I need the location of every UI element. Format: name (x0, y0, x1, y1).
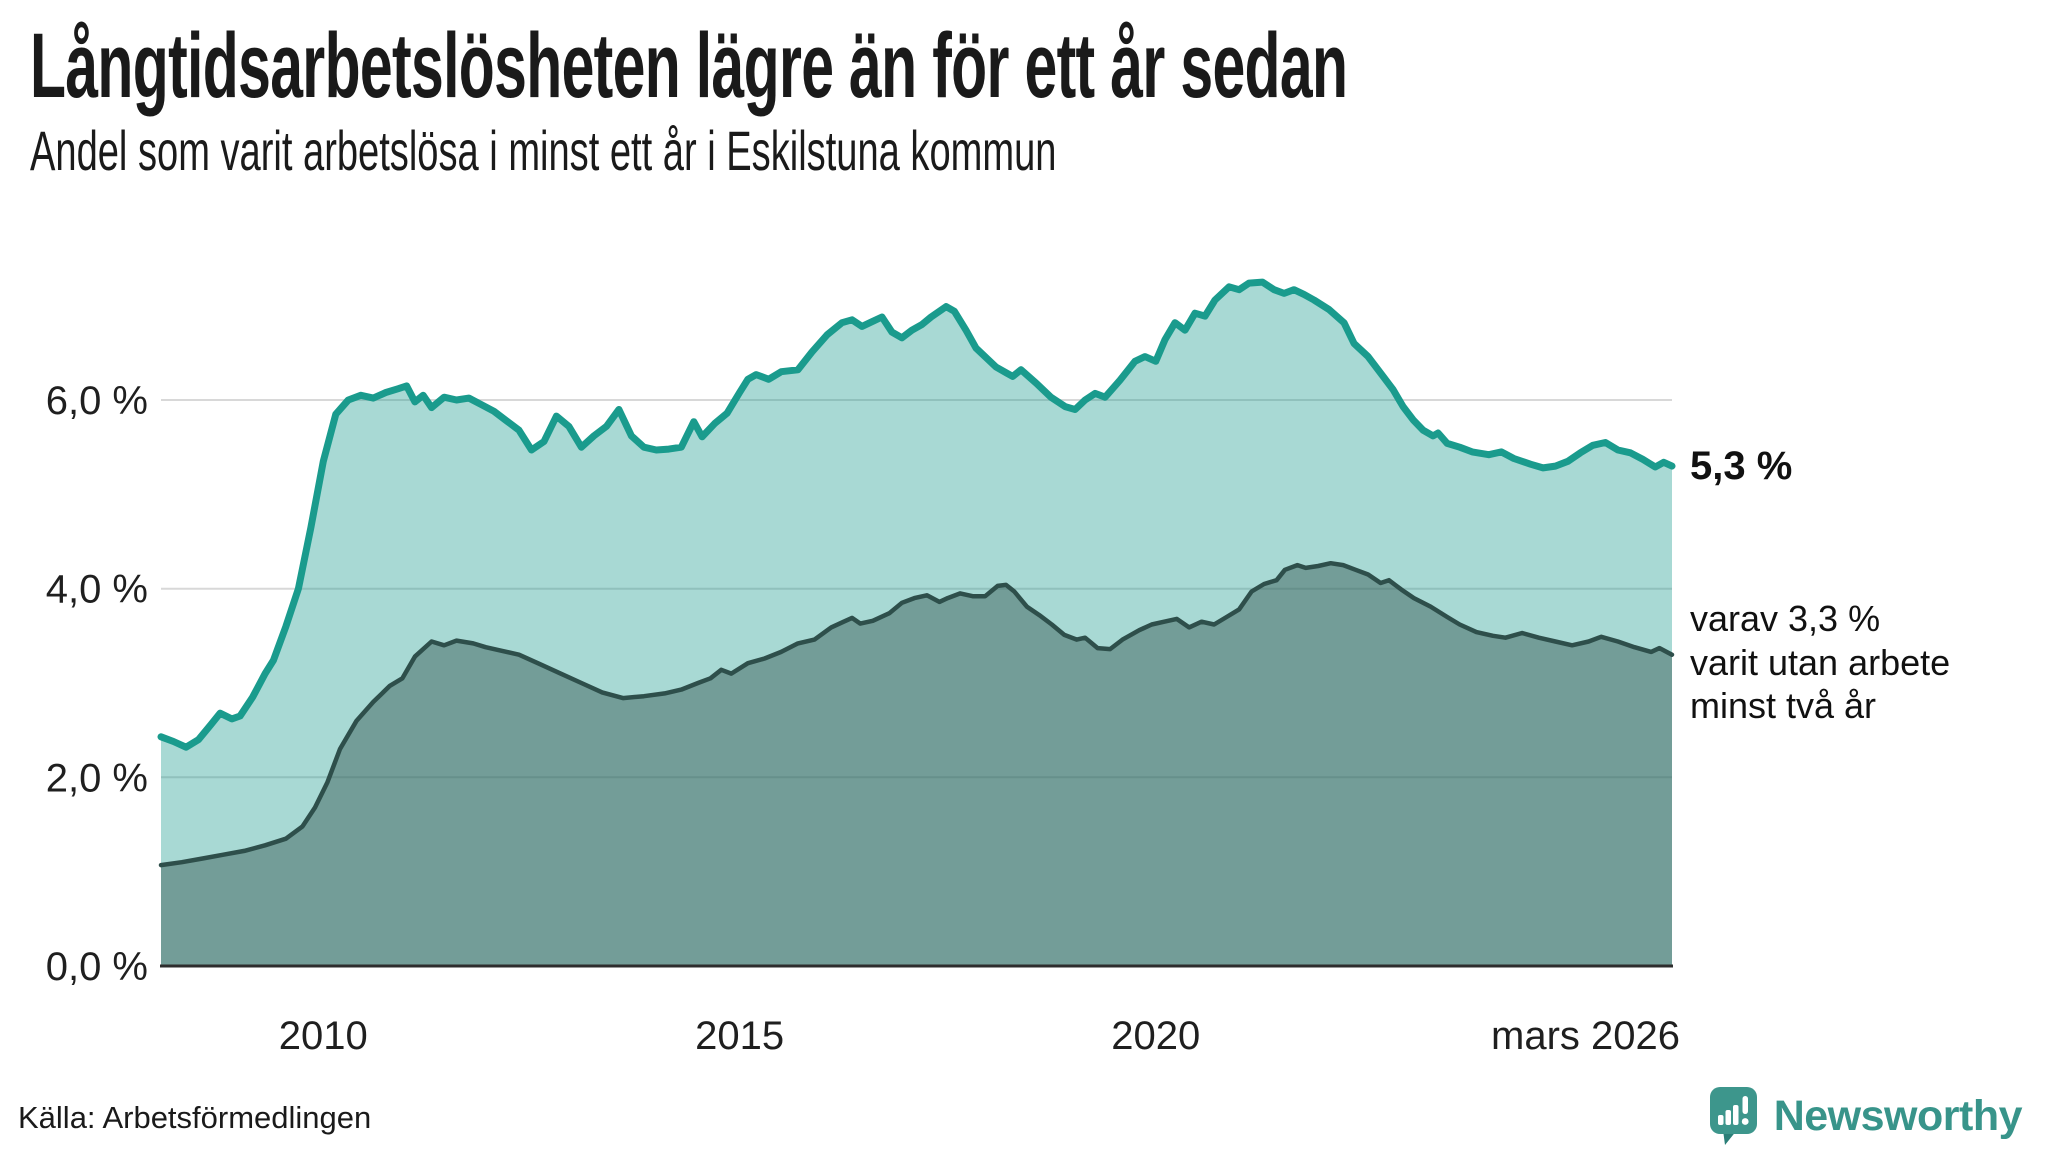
y-axis-label: 2,0 % (46, 756, 148, 800)
area-fill-unemployed-1yr (161, 282, 1672, 967)
x-axis-label: 2010 (279, 1014, 368, 1058)
newsworthy-chart-bubble-icon (1709, 1087, 1757, 1145)
end-value-label: 5,3 % (1690, 444, 1793, 488)
x-axis-label: 2020 (1111, 1014, 1200, 1058)
newsworthy-wordmark: Newsworthy (1773, 1091, 2023, 1140)
page-subtitle: Andel som varit arbetslösa i minst ett å… (30, 119, 1057, 182)
end-note-line-2: varit utan arbete (1690, 641, 1951, 683)
end-note-label: varav 3,3 % varit utan arbete minst två … (1690, 597, 1950, 728)
y-axis-label: 6,0 % (46, 379, 148, 423)
end-note-line-1: varav 3,3 % (1690, 598, 1881, 639)
y-axis-label: 0,0 % (46, 945, 148, 989)
x-axis-label: mars 2026 (1491, 1014, 1680, 1058)
end-note-line-3: minst två år (1690, 685, 1877, 727)
y-axis-label: 4,0 % (46, 568, 148, 612)
source-attribution: Källa: Arbetsförmedlingen (18, 1100, 372, 1135)
line-unemployed-1yr (157, 278, 1676, 751)
x-axis-label: 2015 (695, 1014, 784, 1058)
page-title: Långtidsarbetslösheten lägre än för ett … (30, 15, 1348, 117)
line-unemployed-2yr (158, 560, 1675, 868)
newsworthy-logo[interactable]: Newsworthy (1709, 1086, 2023, 1146)
